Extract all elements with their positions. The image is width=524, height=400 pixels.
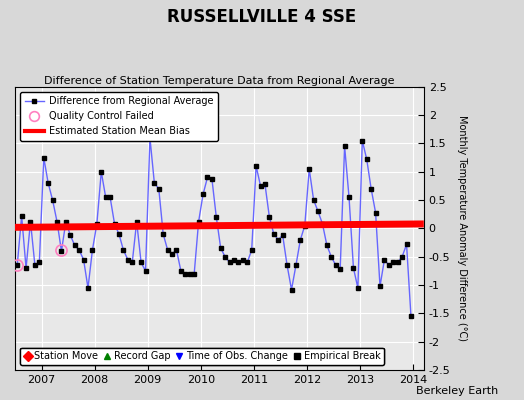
Legend: Station Move, Record Gap, Time of Obs. Change, Empirical Break: Station Move, Record Gap, Time of Obs. C… xyxy=(20,348,384,365)
Text: Berkeley Earth: Berkeley Earth xyxy=(416,386,498,396)
Y-axis label: Monthly Temperature Anomaly Difference (°C): Monthly Temperature Anomaly Difference (… xyxy=(457,116,467,342)
Title: Difference of Station Temperature Data from Regional Average: Difference of Station Temperature Data f… xyxy=(44,76,395,86)
Text: RUSSELLVILLE 4 SSE: RUSSELLVILLE 4 SSE xyxy=(167,8,357,26)
